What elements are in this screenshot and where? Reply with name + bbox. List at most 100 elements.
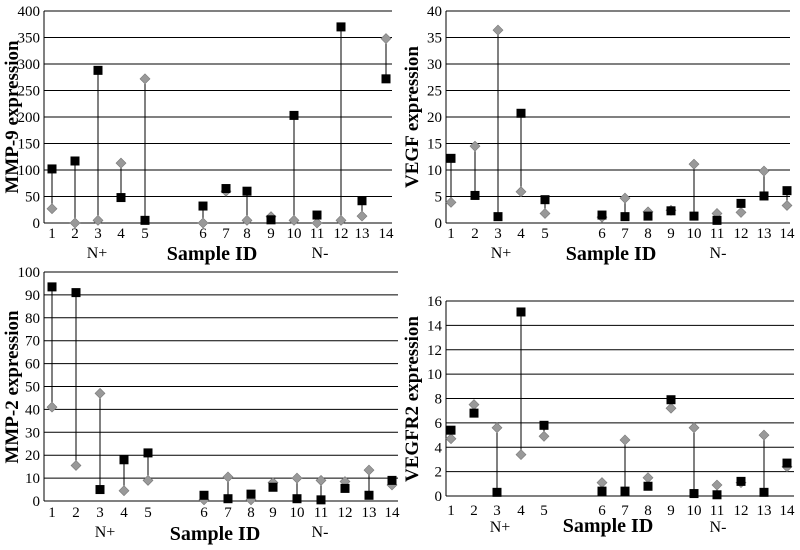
y-tick-label: 0 <box>33 216 41 232</box>
diamond-point <box>642 472 654 484</box>
diamond-point <box>363 464 375 476</box>
y-tick-label: 15 <box>427 137 442 153</box>
x-tick-label: 8 <box>247 505 255 521</box>
diamond-point <box>596 477 608 489</box>
square-point <box>387 475 397 485</box>
group-label-n-minus: N- <box>710 245 727 262</box>
x-tick-label: 8 <box>644 226 652 242</box>
y-tick-label: 90 <box>25 288 40 304</box>
y-tick-label: 400 <box>18 4 41 20</box>
square-point <box>116 193 126 203</box>
x-tick-label: 12 <box>338 505 353 521</box>
square-point <box>712 215 722 225</box>
y-tick-label: 100 <box>18 265 41 281</box>
diamond-point <box>291 472 303 484</box>
square-point <box>643 211 653 221</box>
diamond-point <box>222 471 234 483</box>
square-point <box>712 490 722 500</box>
x-tick-label: 4 <box>120 505 128 521</box>
y-tick-label: 50 <box>25 380 40 396</box>
square-point <box>292 494 302 504</box>
diamond-point <box>142 474 154 486</box>
x-tick-label: 7 <box>224 505 232 521</box>
x-tick-label: 9 <box>267 226 275 242</box>
y-tick-label: 10 <box>25 471 40 487</box>
y-tick-label: 8 <box>435 392 443 408</box>
x-tick-label: 3 <box>96 505 104 521</box>
x-tick-label: 12 <box>734 226 749 242</box>
diamond-point <box>619 192 631 204</box>
x-tick-label: 6 <box>200 505 208 521</box>
y-tick-label: 30 <box>25 425 40 441</box>
diamond-point <box>288 214 300 226</box>
square-point <box>620 486 630 496</box>
x-tick-label: 2 <box>71 226 79 242</box>
square-point <box>689 489 699 499</box>
diamond-point <box>758 429 770 441</box>
x-tick-label: 14 <box>780 226 796 242</box>
diamond-point <box>315 474 327 486</box>
x-tick-label: 7 <box>621 503 629 519</box>
square-point <box>597 486 607 496</box>
square-point <box>223 494 233 504</box>
square-point <box>340 483 350 493</box>
square-point <box>736 198 746 208</box>
y-axis-label: MMP-2 expression <box>2 310 23 464</box>
diamond-point <box>380 33 392 44</box>
square-point <box>759 487 769 497</box>
x-tick-label: 4 <box>517 226 525 242</box>
square-point <box>469 408 479 418</box>
x-tick-label: 13 <box>757 226 772 242</box>
square-point <box>357 196 367 206</box>
y-tick-label: 0 <box>435 489 443 505</box>
x-tick-label: 13 <box>362 505 377 521</box>
x-tick-label: 5 <box>141 226 149 242</box>
square-point <box>782 458 792 468</box>
x-tick-label: 11 <box>310 226 324 242</box>
y-tick-label: 16 <box>427 294 443 310</box>
x-tick-label: 6 <box>598 226 606 242</box>
y-tick-label: 25 <box>427 84 442 100</box>
diamond-point <box>468 399 480 411</box>
diamond-point <box>356 210 368 222</box>
square-point <box>242 186 252 196</box>
x-tick-label: 10 <box>687 503 702 519</box>
square-point <box>516 307 526 317</box>
square-point <box>70 156 80 166</box>
x-tick-label: 2 <box>72 505 80 521</box>
x-tick-label: 12 <box>734 503 749 519</box>
square-point <box>93 65 103 75</box>
x-axis-label: Sample ID <box>170 523 261 545</box>
square-point <box>199 490 209 500</box>
diamond-point <box>538 430 550 442</box>
group-label-n-plus: N+ <box>95 524 116 541</box>
square-point <box>446 425 456 435</box>
y-tick-label: 4 <box>435 440 443 456</box>
diamond-point <box>665 402 677 414</box>
diamond-point <box>46 203 58 215</box>
y-tick-label: 70 <box>25 334 40 350</box>
x-tick-label: 12 <box>334 226 349 242</box>
y-tick-label: 300 <box>18 57 41 73</box>
diamond-point <box>118 485 130 497</box>
square-point <box>492 487 502 497</box>
diamond-point <box>335 214 347 226</box>
y-tick-label: 2 <box>435 465 443 481</box>
x-tick-label: 1 <box>447 503 455 519</box>
x-tick-label: 2 <box>470 503 478 519</box>
x-tick-label: 14 <box>379 226 395 242</box>
diamond-point <box>92 214 104 226</box>
diamond-point <box>492 24 504 36</box>
square-point <box>268 482 278 492</box>
square-point <box>620 212 630 222</box>
y-tick-label: 0 <box>435 216 443 232</box>
square-point <box>446 153 456 163</box>
x-tick-label: 5 <box>541 226 549 242</box>
x-tick-label: 10 <box>287 226 302 242</box>
x-tick-label: 7 <box>222 226 230 242</box>
x-tick-label: 10 <box>687 226 702 242</box>
x-tick-label: 9 <box>667 503 675 519</box>
y-tick-label: 35 <box>427 31 442 47</box>
square-point <box>666 206 676 216</box>
square-point <box>540 195 550 205</box>
